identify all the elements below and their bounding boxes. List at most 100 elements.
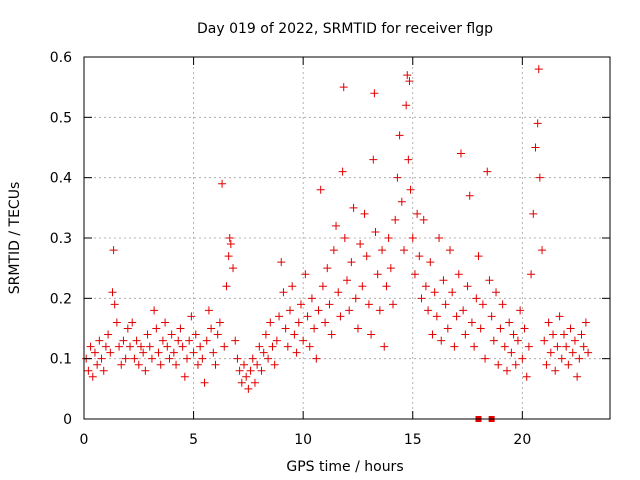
data-point (404, 155, 413, 164)
data-point (209, 348, 218, 357)
data-point (343, 276, 351, 285)
data-point (196, 342, 205, 351)
data-point (575, 354, 584, 363)
x-tick-label: 20 (513, 432, 531, 448)
data-point (93, 360, 102, 369)
data-point (405, 77, 414, 86)
data-point (277, 258, 286, 267)
data-point (220, 342, 229, 351)
data-point (540, 336, 549, 345)
data-point (150, 306, 159, 315)
data-point (448, 288, 457, 297)
data-point (472, 294, 481, 303)
data-point (136, 342, 145, 351)
data-point (535, 173, 544, 182)
data-point (286, 306, 295, 315)
ticks-layer: 0 0.1 0.2 0.3 0.4 0.5 0.6 0 5 10 15 20 (50, 50, 610, 448)
data-point (112, 318, 121, 327)
data-point (130, 354, 139, 363)
data-point (384, 234, 393, 242)
data-point (520, 324, 529, 333)
data-point (296, 300, 305, 309)
data-point (533, 119, 542, 128)
data-point (211, 360, 220, 369)
data-point (544, 318, 553, 327)
data-point (334, 288, 343, 297)
data-point (134, 360, 143, 369)
data-point (109, 246, 118, 255)
data-point (213, 330, 222, 339)
data-point (339, 83, 348, 92)
data-point (272, 336, 281, 345)
data-point (154, 348, 163, 357)
data-point (207, 324, 216, 333)
data-point (373, 270, 382, 279)
x-tick-label: 5 (189, 432, 198, 448)
data-point (121, 354, 130, 363)
data-point (452, 312, 461, 321)
data-point (364, 300, 373, 309)
y-tick-label: 0.2 (50, 291, 72, 307)
data-point (255, 342, 264, 351)
data-point (362, 252, 371, 261)
data-point (555, 312, 564, 321)
data-point (305, 342, 314, 351)
data-point (500, 342, 509, 351)
data-point (375, 306, 384, 315)
data-point (417, 294, 426, 303)
data-point (237, 378, 246, 387)
data-point (259, 348, 268, 357)
data-point (242, 372, 251, 381)
data-point (191, 330, 200, 339)
data-point (101, 342, 110, 351)
data-point (421, 282, 430, 291)
data-point (185, 336, 194, 345)
data-point (318, 282, 327, 291)
data-point (393, 173, 402, 182)
data-point (239, 360, 248, 369)
data-point (534, 65, 543, 74)
x-tick-label: 0 (80, 432, 89, 448)
data-point (97, 354, 106, 363)
data-point (505, 318, 514, 327)
data-point (566, 324, 575, 333)
data-point (108, 288, 117, 297)
data-point (371, 227, 380, 236)
data-point (450, 342, 459, 351)
data-point (200, 378, 209, 387)
data-point (408, 234, 417, 242)
data-point (169, 348, 178, 357)
data-point (123, 324, 132, 333)
data-point (99, 366, 108, 375)
data-point (524, 342, 533, 351)
data-point (202, 336, 211, 345)
data-point (413, 209, 422, 218)
data-point (369, 155, 378, 164)
data-point (126, 342, 135, 351)
data-point (430, 288, 439, 297)
data-point (546, 348, 555, 357)
data-point (152, 324, 161, 333)
data-point (307, 294, 316, 303)
data-point (410, 270, 419, 279)
data-point (95, 336, 104, 345)
data-point (513, 336, 522, 345)
data-point (551, 366, 560, 375)
data-point (229, 264, 238, 273)
data-point (215, 318, 224, 327)
data-point (529, 209, 538, 218)
data-point (538, 246, 547, 255)
data-point (250, 378, 259, 387)
data-point (345, 306, 354, 315)
data-point (187, 312, 196, 321)
data-point (459, 306, 468, 315)
data-point (562, 342, 571, 351)
data-point (476, 324, 485, 333)
data-point (235, 366, 244, 375)
data-point (156, 360, 165, 369)
data-point (299, 336, 308, 345)
data-point (386, 264, 395, 273)
data-point (415, 252, 424, 261)
data-point (329, 246, 338, 255)
data-point (139, 348, 148, 357)
